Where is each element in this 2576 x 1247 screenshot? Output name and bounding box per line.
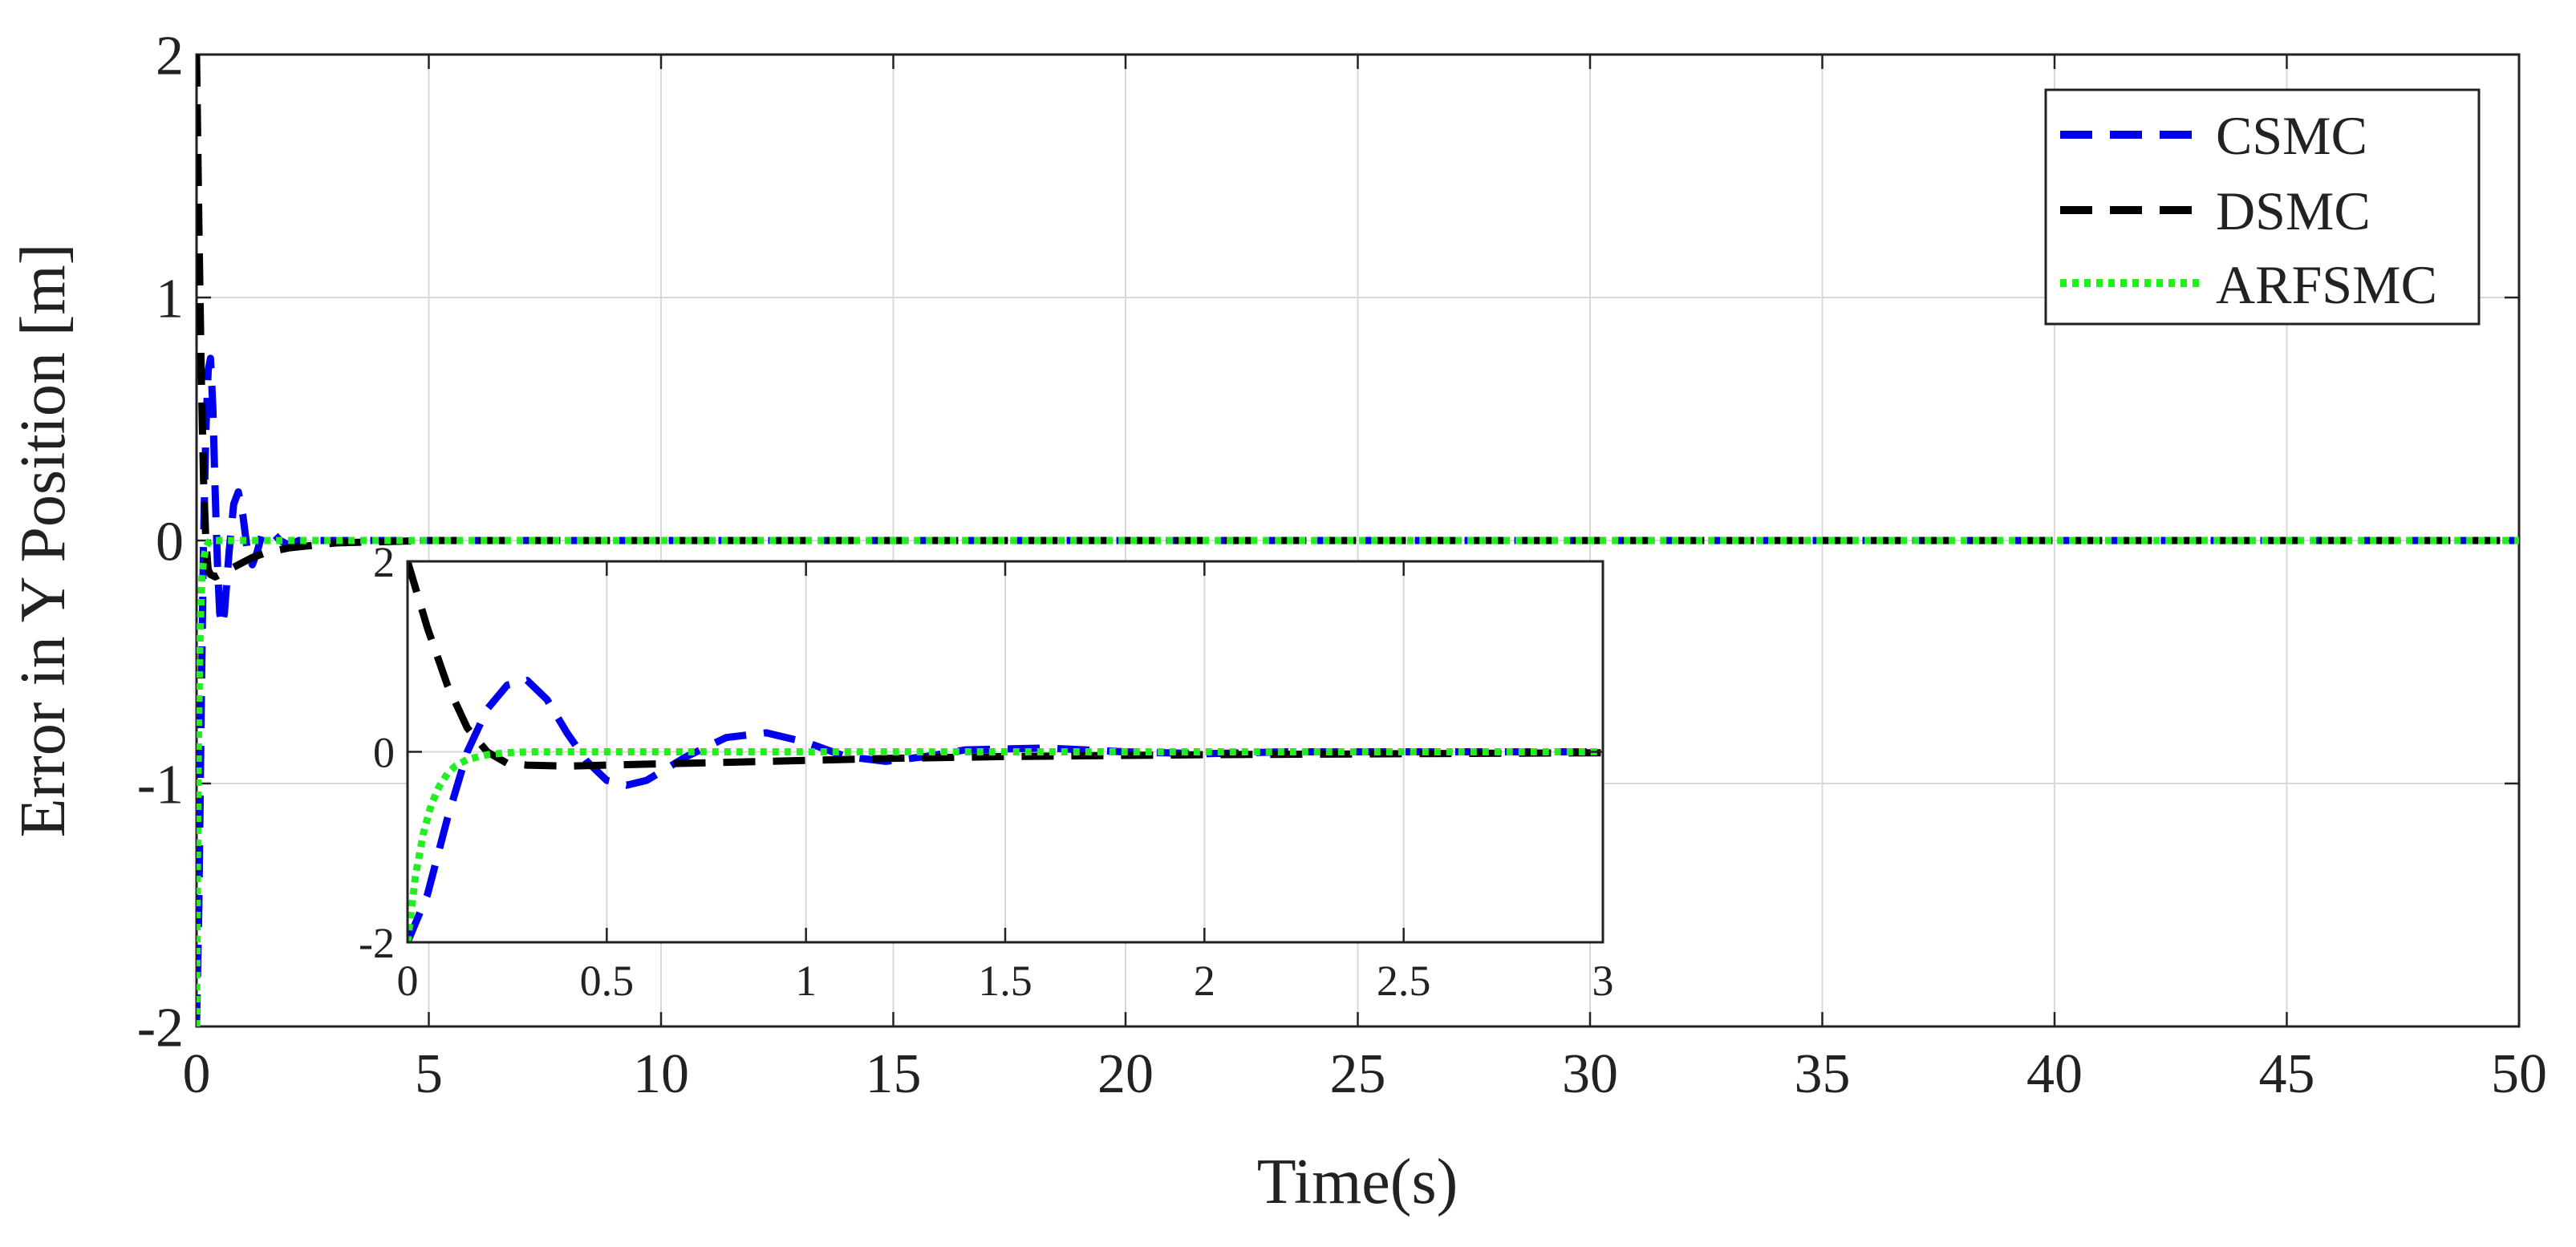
inset-series-arfsmc bbox=[408, 748, 1603, 942]
main-tick-label-x: 0 bbox=[183, 1043, 211, 1105]
inset-tick-label-y: -2 bbox=[359, 919, 395, 967]
main-tick-label-x: 45 bbox=[2259, 1043, 2315, 1105]
main-tick-label-y: 1 bbox=[156, 269, 184, 330]
y-axis-label: Error in Y Position [m] bbox=[8, 244, 79, 838]
legend-entry-arfsmc: ARFSMC bbox=[2060, 254, 2437, 315]
legend-label-csmc: CSMC bbox=[2216, 105, 2367, 166]
inset-tick-label-x: 1 bbox=[795, 957, 817, 1005]
main-tick-label-x: 5 bbox=[415, 1043, 443, 1105]
main-tick-label-y: 0 bbox=[156, 512, 184, 573]
main-tick-label-x: 15 bbox=[866, 1043, 922, 1105]
legend-entry-dsmc: DSMC bbox=[2060, 180, 2371, 241]
main-tick-label-x: 50 bbox=[2491, 1043, 2547, 1105]
inset-tick-label-y: 0 bbox=[373, 728, 395, 776]
main-tick-label-x: 10 bbox=[633, 1043, 689, 1105]
inset-tick-label-y: 2 bbox=[373, 538, 395, 586]
inset-tick-label-x: 2 bbox=[1194, 957, 1215, 1005]
legend: CSMC DSMC ARFSMC bbox=[2044, 88, 2481, 326]
main-tick-label-x: 35 bbox=[1795, 1043, 1851, 1105]
inset-tick-label-x: 2.5 bbox=[1377, 957, 1431, 1005]
inset-tick-label-x: 1.5 bbox=[978, 957, 1032, 1005]
inset-tick-label-x: 3 bbox=[1592, 957, 1614, 1005]
inset-chart: 0 0.5 1 1.5 2 2.5 3-202 bbox=[359, 538, 1613, 1005]
legend-label-arfsmc: ARFSMC bbox=[2216, 254, 2437, 315]
main-series-dsmc bbox=[197, 55, 2519, 581]
inset-tick-label-x: 0 bbox=[397, 957, 419, 1005]
x-axis-label: Time(s) bbox=[1257, 1147, 1458, 1217]
inset-series bbox=[408, 561, 1603, 942]
main-tick-label-x: 30 bbox=[1562, 1043, 1618, 1105]
main-tick-label-x: 20 bbox=[1097, 1043, 1154, 1105]
legend-entry-csmc: CSMC bbox=[2060, 105, 2367, 166]
main-tick-label-x: 40 bbox=[2026, 1043, 2083, 1105]
main-tick-label-y: -1 bbox=[137, 755, 184, 816]
inset-tick-label-x: 0.5 bbox=[580, 957, 635, 1005]
main-tick-label-y: -2 bbox=[137, 998, 184, 1059]
main-series bbox=[197, 55, 2519, 1026]
main-tick-label-x: 25 bbox=[1330, 1043, 1386, 1105]
main-tick-label-y: 2 bbox=[156, 26, 184, 87]
inset-axis-ticks: 0 0.5 1 1.5 2 2.5 3-202 bbox=[359, 538, 1613, 1005]
legend-label-dsmc: DSMC bbox=[2216, 180, 2371, 241]
